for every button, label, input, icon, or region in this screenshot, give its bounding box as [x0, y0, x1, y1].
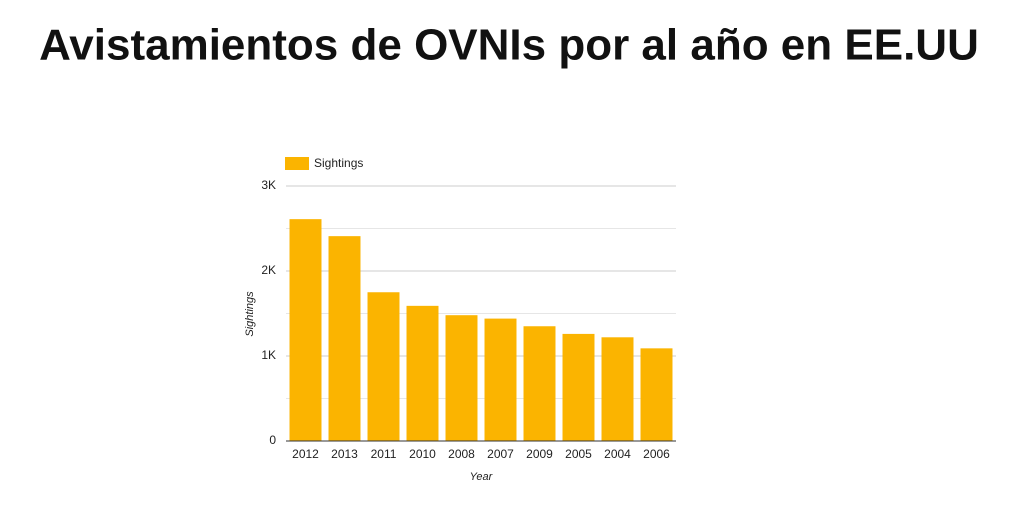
- bar: [640, 348, 673, 441]
- bar: [484, 318, 517, 441]
- bar: [601, 337, 634, 441]
- x-tick-label: 2010: [409, 447, 436, 461]
- bar: [445, 315, 478, 441]
- chart-title: Avistamientos de OVNIs por al año en EE.…: [39, 21, 979, 70]
- bar: [289, 219, 322, 441]
- x-tick-label: 2006: [643, 447, 670, 461]
- x-tick-label: 2004: [604, 447, 631, 461]
- x-tick-label: 2005: [565, 447, 592, 461]
- bar: [367, 292, 400, 441]
- y-axis-title: Sightings: [244, 291, 256, 337]
- x-tick-label: 2013: [331, 447, 358, 461]
- legend-swatch: [285, 157, 309, 170]
- x-tick-label: 2007: [487, 447, 514, 461]
- x-tick-label: 2011: [371, 447, 397, 461]
- y-tick-label: 0: [269, 433, 276, 447]
- bar: [523, 326, 556, 441]
- x-tick-label: 2012: [292, 447, 319, 461]
- x-axis-title: Year: [470, 471, 494, 483]
- bar: [406, 305, 439, 441]
- x-tick-label: 2009: [526, 447, 553, 461]
- x-tick-label: 2008: [448, 447, 475, 461]
- y-tick-label: 2K: [261, 263, 276, 277]
- bar: [562, 333, 595, 441]
- y-tick-label: 1K: [261, 348, 276, 362]
- legend-label: Sightings: [314, 156, 363, 170]
- y-tick-label: 3K: [261, 178, 276, 192]
- bar: [328, 236, 361, 441]
